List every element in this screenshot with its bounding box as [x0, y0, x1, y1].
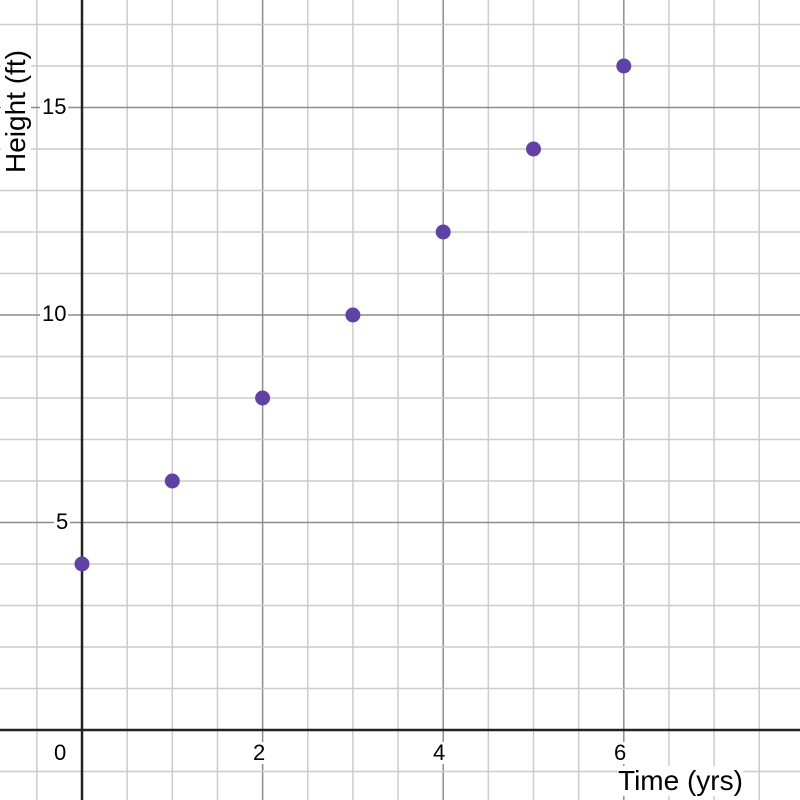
data-point — [616, 58, 632, 74]
data-point — [345, 307, 361, 323]
data-point — [255, 390, 271, 406]
x-tick-2: 2 — [251, 740, 268, 765]
x-tick-6: 6 — [612, 740, 629, 765]
data-point — [526, 141, 541, 157]
data-point — [74, 556, 90, 572]
y-tick-10: 10 — [40, 301, 69, 326]
x-tick-0: 0 — [52, 740, 69, 765]
data-point — [164, 473, 180, 489]
x-axis-title: Time (yrs) — [618, 765, 743, 796]
x-tick-4: 4 — [431, 740, 448, 765]
data-point — [435, 224, 451, 240]
y-axis-title: Height (ft) — [0, 33, 31, 173]
y-tick-5: 5 — [54, 509, 71, 534]
y-tick-15: 15 — [40, 94, 69, 119]
